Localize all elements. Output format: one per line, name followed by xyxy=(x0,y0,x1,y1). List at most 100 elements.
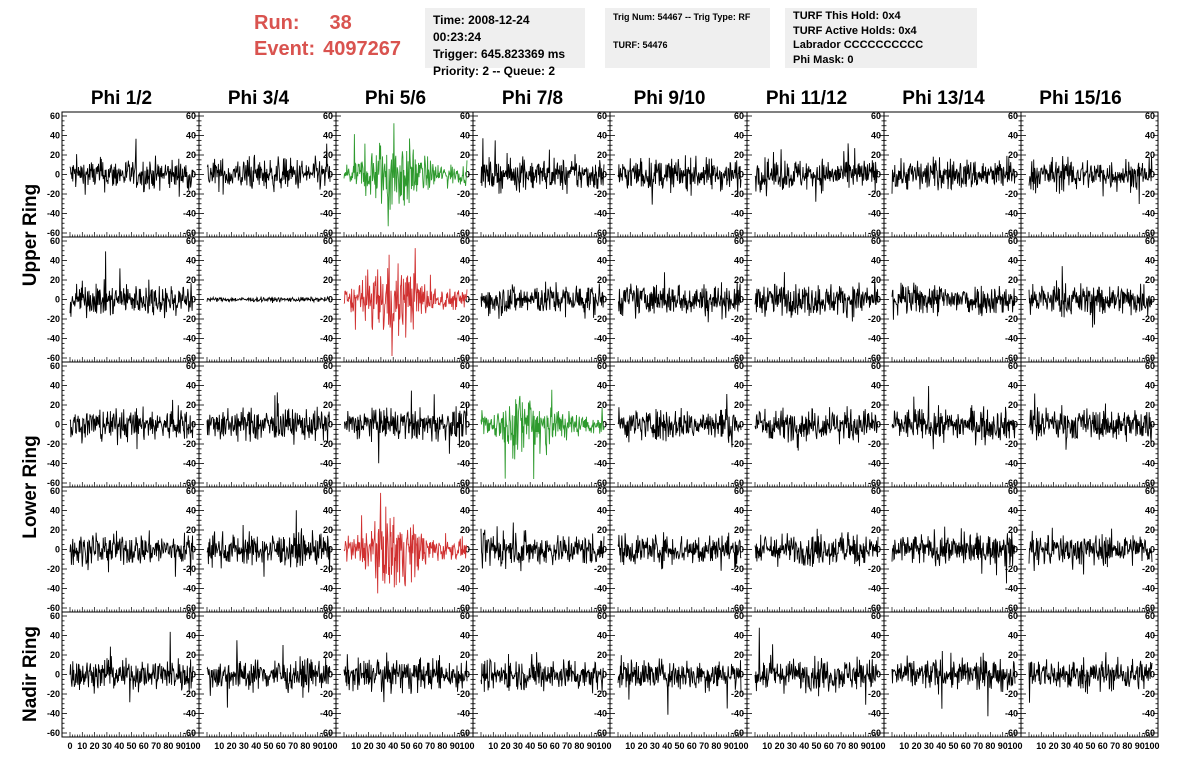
waveform-trace xyxy=(480,522,605,572)
y-tick-label: 60 xyxy=(460,361,470,371)
x-tick-label: 80 xyxy=(300,741,310,751)
y-tick-label: 60 xyxy=(50,361,60,371)
y-tick-label: 60 xyxy=(186,361,196,371)
y-tick-label: -20 xyxy=(47,189,60,199)
y-tick-label: 20 xyxy=(186,150,196,160)
y-tick-label: 0 xyxy=(55,670,60,680)
x-tick-label: 80 xyxy=(848,741,858,751)
y-tick-label: -40 xyxy=(731,709,744,719)
y-tick-label: -60 xyxy=(457,728,470,738)
y-tick-label: -60 xyxy=(320,353,333,363)
y-tick-label: 20 xyxy=(871,650,881,660)
x-tick-label: 90 xyxy=(861,741,871,751)
x-tick-label: 50 xyxy=(400,741,410,751)
y-tick-label: 20 xyxy=(50,275,60,285)
x-tick-label: 70 xyxy=(836,741,846,751)
event-label: Event: xyxy=(254,38,316,60)
y-tick-label: -40 xyxy=(1005,209,1018,219)
panel-r1-c8: 60 40 20 0 -20 -40 -60 xyxy=(1020,111,1159,238)
priority-text: Priority: 2 -- Queue: 2 xyxy=(433,64,556,78)
panel-r1-c1: 60 60 40 40 20 20 0 0 -20 -20 -40 -40 -60 -60 xyxy=(47,111,200,238)
panel-r1-c4: 60 40 20 0 -20 -40 -60 xyxy=(472,111,611,238)
y-tick-label: 40 xyxy=(323,131,333,141)
y-tick-label: 40 xyxy=(50,631,60,641)
y-tick-label: -40 xyxy=(594,709,607,719)
event-row: Event: 4097267 xyxy=(254,36,401,62)
y-tick-label: 0 xyxy=(876,545,881,555)
y-tick-label: 20 xyxy=(1008,525,1018,535)
y-tick-label: 40 xyxy=(50,256,60,266)
y-tick-label: 60 xyxy=(871,361,881,371)
y-tick-label: 20 xyxy=(50,525,60,535)
y-tick-label: -20 xyxy=(1142,689,1155,699)
y-tick-label: 20 xyxy=(597,275,607,285)
y-tick-label: -20 xyxy=(594,189,607,199)
y-tick-label: 40 xyxy=(734,506,744,516)
y-tick-label: 60 xyxy=(871,236,881,246)
y-tick-label: 20 xyxy=(871,400,881,410)
y-tick-label: -60 xyxy=(47,228,60,238)
x-tick-label: 80 xyxy=(574,741,584,751)
x-tick-label: 30 xyxy=(376,741,386,751)
x-tick-label: 60 xyxy=(276,741,286,751)
y-tick-label: -60 xyxy=(868,353,881,363)
x-tick-label: 20 xyxy=(775,741,785,751)
y-tick-label: 40 xyxy=(871,506,881,516)
y-tick-label: -60 xyxy=(47,603,60,613)
y-tick-label: -60 xyxy=(594,478,607,488)
y-tick-label: 40 xyxy=(186,381,196,391)
y-tick-label: 0 xyxy=(465,670,470,680)
y-tick-label: -40 xyxy=(320,709,333,719)
panel-r1-c2: 60 40 20 0 -20 -40 -60 xyxy=(198,111,337,238)
y-tick-label: 60 xyxy=(50,236,60,246)
y-tick-label: -40 xyxy=(47,459,60,469)
y-tick-label: -40 xyxy=(320,584,333,594)
column-header-phi-7-8: Phi 7/8 xyxy=(501,88,564,109)
y-tick-label: -60 xyxy=(1005,728,1018,738)
y-tick-label: 20 xyxy=(460,400,470,410)
x-tick-label: 20 xyxy=(912,741,922,751)
turf-this-hold-text: TURF This Hold: 0x4 xyxy=(793,10,901,22)
y-tick-label: 40 xyxy=(460,506,470,516)
y-tick-label: 60 xyxy=(734,236,744,246)
y-tick-label: -40 xyxy=(1005,709,1018,719)
y-tick-label: 40 xyxy=(597,506,607,516)
panel-r4-c2: 60 40 20 0 -20 -40 -60 xyxy=(198,486,337,613)
y-tick-label: 20 xyxy=(734,275,744,285)
x-tick-label: 20 xyxy=(638,741,648,751)
y-tick-label: 20 xyxy=(734,400,744,410)
y-tick-label: 40 xyxy=(734,131,744,141)
y-tick-label: 40 xyxy=(323,506,333,516)
y-tick-label: 0 xyxy=(1013,670,1018,680)
x-tick-label: 80 xyxy=(711,741,721,751)
x-tick-label: 100 xyxy=(596,741,611,751)
y-tick-label: 60 xyxy=(460,611,470,621)
y-tick-label: -60 xyxy=(47,478,60,488)
panel-r4-c1: 60 60 40 40 20 20 0 0 -20 -20 -40 -40 -60 -60 xyxy=(47,486,200,613)
y-tick-label: 20 xyxy=(186,650,196,660)
x-tick-label: 70 xyxy=(562,741,572,751)
y-tick-label: 60 xyxy=(323,236,333,246)
y-tick-label: -20 xyxy=(594,564,607,574)
y-tick-label: 60 xyxy=(323,361,333,371)
y-tick-label: 20 xyxy=(1145,525,1155,535)
x-tick-label: 40 xyxy=(936,741,946,751)
x-tick-label: 60 xyxy=(961,741,971,751)
x-tick-label: 30 xyxy=(102,741,112,751)
y-tick-label: -20 xyxy=(731,689,744,699)
x-tick-label: 10 xyxy=(351,741,361,751)
y-tick-label: 40 xyxy=(1145,131,1155,141)
y-tick-label: -40 xyxy=(1142,209,1155,219)
y-tick-label: 40 xyxy=(871,381,881,391)
y-tick-label: 60 xyxy=(460,111,470,121)
y-tick-label: -60 xyxy=(731,728,744,738)
x-tick-label: 60 xyxy=(824,741,834,751)
y-tick-label: 40 xyxy=(186,131,196,141)
x-tick-label: 70 xyxy=(425,741,435,751)
waveform-trace xyxy=(343,492,468,594)
panel-r2-c4: 60 40 20 0 -20 -40 -60 xyxy=(472,236,611,363)
y-tick-label: 20 xyxy=(734,150,744,160)
y-tick-label: 20 xyxy=(50,650,60,660)
y-tick-label: 40 xyxy=(734,631,744,641)
y-tick-label: -40 xyxy=(183,584,196,594)
